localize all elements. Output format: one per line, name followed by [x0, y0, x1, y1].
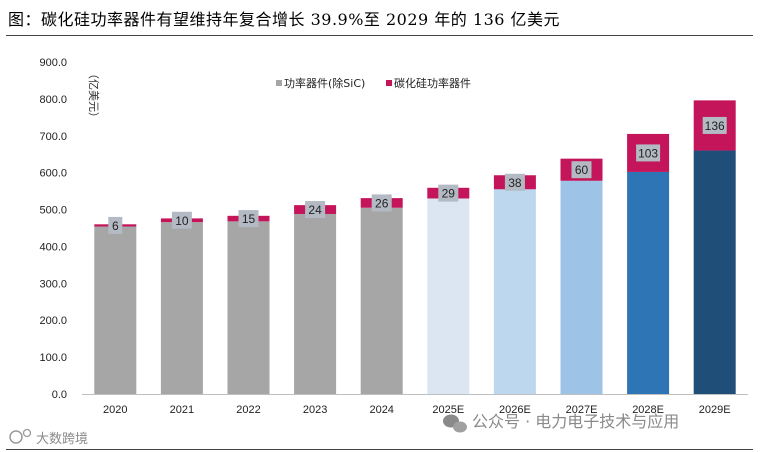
data-label: 24: [308, 203, 322, 217]
y-tick-label: 0.0: [52, 389, 67, 401]
y-tick-label: 100.0: [39, 352, 67, 364]
y-tick-label: 400.0: [39, 241, 67, 253]
legend-swatch: [386, 80, 392, 86]
data-label-box: [238, 210, 259, 228]
x-tick-label: 2024: [369, 404, 393, 416]
legend-swatch: [276, 80, 282, 86]
y-tick-label: 700.0: [39, 131, 67, 143]
data-label-box: [438, 184, 459, 202]
y-tick-label: 200.0: [39, 315, 67, 327]
legend-label: 碳化硅功率器件: [394, 76, 471, 90]
y-tick-label: 900.0: [39, 57, 67, 69]
x-tick-label: 2027E: [566, 404, 598, 416]
y-tick-label: 600.0: [39, 168, 67, 180]
bar-segment-other: [427, 198, 470, 394]
data-label-box: [571, 161, 592, 179]
data-label: 60: [575, 163, 589, 177]
data-label: 29: [442, 187, 456, 201]
chart-title: 图：碳化硅功率器件有望维持年复合增长 39.9%至 2029 年的 136 亿美…: [8, 10, 561, 29]
bottom-rule: [6, 449, 753, 450]
bar-segment-other: [227, 221, 270, 394]
data-label: 38: [508, 176, 522, 190]
data-label-box: [504, 173, 525, 191]
x-tick-label: 2026E: [499, 404, 531, 416]
y-tick-label: 500.0: [39, 205, 67, 217]
x-tick-label: 2022: [236, 404, 260, 416]
legend: 功率器件(除SiC) 碳化硅功率器件: [276, 76, 471, 90]
data-label: 103: [638, 146, 658, 160]
data-label-box: [636, 144, 661, 162]
data-label-box: [371, 194, 392, 212]
x-axis-ticks: 2020 2021 2022 2023 2024 2025E 2026E 2027E 2028E…: [103, 404, 731, 416]
title-rule: [6, 35, 753, 36]
bar-segment-other: [693, 150, 736, 394]
legend-label: 功率器件(除SiC): [284, 76, 365, 90]
bar-segment-other: [94, 226, 137, 394]
data-label-box: [702, 116, 727, 134]
bars: 6 10 15 24 26 29 38 60 103 136: [94, 100, 736, 394]
bar-segment-other: [627, 171, 670, 394]
y-tick-label: 800.0: [39, 94, 67, 106]
y-tick-label: 300.0: [39, 278, 67, 290]
data-label-box: [305, 201, 326, 219]
x-tick-label: 2025E: [432, 404, 464, 416]
y-axis-unit: （亿美元）: [87, 68, 100, 123]
data-label: 15: [242, 212, 256, 226]
bar-segment-other: [360, 207, 403, 394]
x-tick-label: 2029E: [699, 404, 731, 416]
y-axis-ticks: 0.0 100.0 200.0 300.0 400.0 500.0 600.0 700.0 80…: [39, 57, 67, 401]
x-tick-label: 2028E: [632, 404, 664, 416]
data-label-box: [171, 211, 192, 229]
data-label: 136: [705, 119, 725, 133]
bar-segment-other: [560, 180, 603, 394]
data-label-box: [108, 216, 123, 234]
data-label: 10: [175, 214, 189, 228]
data-label: 6: [112, 219, 119, 233]
bar-segment-other: [493, 189, 536, 394]
bar-segment-other: [160, 222, 203, 394]
x-tick-label: 2023: [303, 404, 327, 416]
x-tick-label: 2020: [103, 404, 127, 416]
data-label: 26: [375, 196, 389, 210]
x-tick-label: 2021: [170, 404, 194, 416]
bar-segment-other: [294, 213, 337, 394]
